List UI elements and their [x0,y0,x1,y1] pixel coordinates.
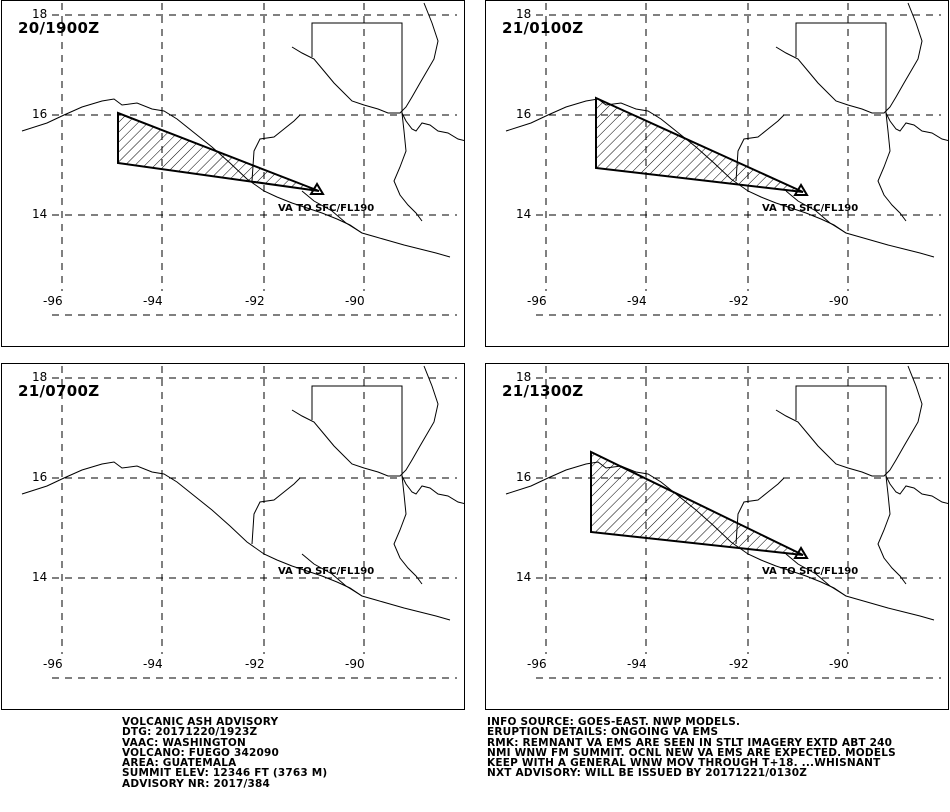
geographic-outline [291,2,439,114]
map-graphic [505,365,948,679]
geographic-outline [785,190,847,234]
lat-label-18: 18 [516,370,532,384]
map-panel-1: 20/1900Z 18 16 14 -96 -94 -92 -90 VA TO … [1,0,465,347]
map-panel-4: 21/1300Z 18 16 14 -96 -94 -92 -90 VA TO … [485,363,949,710]
lon-label-90: -90 [829,294,849,308]
lat-label-14: 14 [32,570,48,584]
lat-label-16: 16 [516,470,532,484]
lat-label-16: 16 [32,107,48,121]
lon-label-94: -94 [143,294,163,308]
geographic-outline [291,365,439,477]
va-height-label: VA TO SFC/FL190 [762,203,859,214]
lon-label-90: -90 [829,657,849,671]
va-height-label: VA TO SFC/FL190 [278,566,375,577]
volcano-icon [793,183,809,196]
map-graphic [21,365,464,679]
lat-label-14: 14 [516,207,532,221]
advisory-line: VAAC: WASHINGTON [122,736,247,749]
lat-label-14: 14 [516,570,532,584]
forecast-time: 21/1300Z [502,382,584,400]
lat-label-18: 18 [32,7,48,21]
geographic-outline [877,475,907,585]
geographic-outline [401,475,464,505]
lon-label-96: -96 [527,294,547,308]
lat-label-16: 16 [32,470,48,484]
advisory-line: AREA: GUATEMALA [122,757,237,770]
geographic-outline [885,112,948,142]
volcanic-ash-area [595,96,804,193]
advisory-line: RMK: REMNANT VA EMS ARE SEEN IN STLT IMA… [487,736,893,749]
geographic-outline [735,114,785,182]
geographic-outline [251,114,301,182]
geographic-outline [775,365,923,477]
advisory-line: NMI WNW FM SUMMIT. OCNL NEW VA EMS ARE E… [487,746,896,759]
advisory-line: VOLCANIC ASH ADVISORY [122,716,279,728]
volcano-icon [309,182,325,195]
advisory-line: KEEP WITH A GENERAL WNW MOV THROUGH T+18… [487,757,881,770]
volcanic-ash-area [117,111,320,192]
lat-label-16: 16 [516,107,532,121]
geographic-outline [877,112,907,222]
forecast-time: 21/0100Z [502,19,584,37]
lon-label-94: -94 [143,657,163,671]
geographic-outline [393,475,423,585]
lat-label-18: 18 [32,370,48,384]
advisory-line: ERUPTION DETAILS: ONGOING VA EMS [487,726,719,739]
geographic-outline [785,553,847,597]
forecast-time: 21/0700Z [18,382,100,400]
advisory-line: ADVISORY NR: 2017/384 [122,777,271,790]
lon-label-92: -92 [729,657,749,671]
map-panel-2: 21/0100Z 18 16 14 -96 -94 -92 -90 VA TO … [485,0,949,347]
advisory-remarks-block: INFO SOURCE: GOES-EAST. NWP MODELS. ERUPT… [487,717,896,779]
forecast-time: 20/1900Z [18,19,100,37]
map-panel-3: 21/0700Z 18 16 14 -96 -94 -92 -90 VA TO … [1,363,465,710]
lon-label-90: -90 [345,657,365,671]
va-height-label: VA TO SFC/FL190 [762,566,859,577]
lon-label-92: -92 [245,657,265,671]
geographic-outline [311,385,403,476]
geographic-outline [21,461,451,621]
lat-label-14: 14 [32,207,48,221]
geographic-outline [251,477,301,545]
advisory-line: NXT ADVISORY: WILL BE ISSUED BY 20171221… [487,767,808,780]
lon-label-92: -92 [729,294,749,308]
advisory-line: DTG: 20171220/1923Z [122,726,258,739]
geographic-outline [795,22,887,113]
map-graphic [21,2,464,316]
lon-label-90: -90 [345,294,365,308]
va-height-label: VA TO SFC/FL190 [278,203,375,214]
advisory-header-block: VOLCANIC ASH ADVISORY DTG: 20171220/1923Z… [122,716,328,790]
geographic-outline [401,112,464,142]
map-graphic [505,2,948,316]
advisory-line: VOLCANO: FUEGO 342090 [122,746,280,759]
geographic-outline [311,22,403,113]
lon-label-92: -92 [245,294,265,308]
geographic-outline [885,475,948,505]
lon-label-94: -94 [627,294,647,308]
advisory-line: SUMMIT ELEV: 12346 FT (3763 M) [122,767,328,780]
geographic-outline [301,553,363,597]
geographic-outline [735,477,785,545]
lat-label-18: 18 [516,7,532,21]
geographic-outline [775,2,923,114]
lon-label-96: -96 [527,657,547,671]
lon-label-96: -96 [43,657,63,671]
advisory-line: INFO SOURCE: GOES-EAST. NWP MODELS. [487,716,741,728]
geographic-outline [795,385,887,476]
geographic-outline [393,112,423,222]
volcanic-ash-area [590,450,804,556]
geographic-outline [301,190,363,234]
lon-label-96: -96 [43,294,63,308]
volcano-icon [793,546,809,559]
lon-label-94: -94 [627,657,647,671]
